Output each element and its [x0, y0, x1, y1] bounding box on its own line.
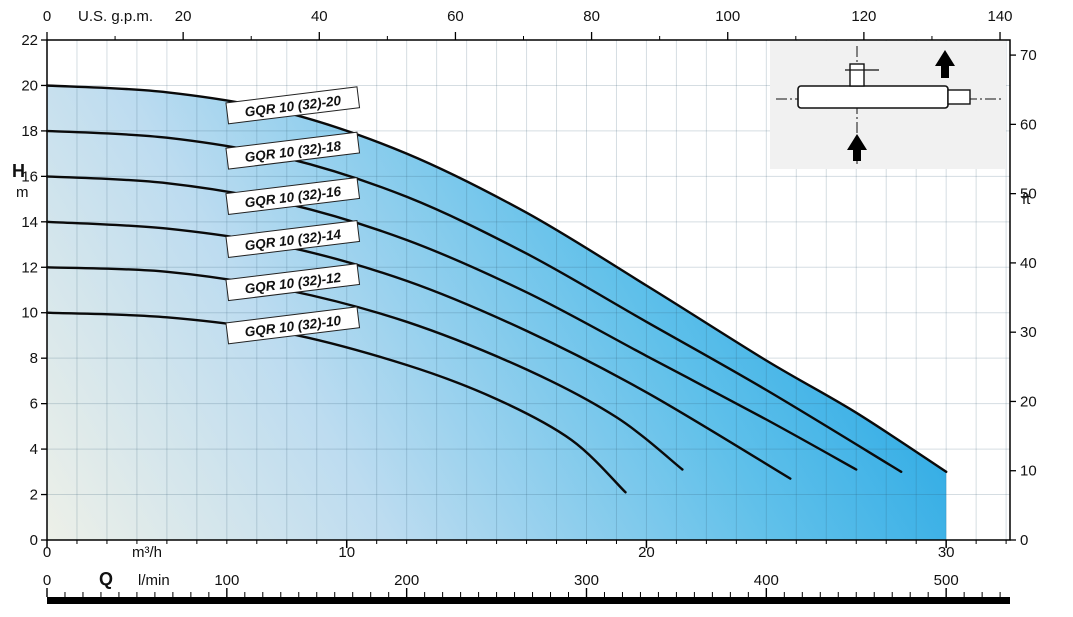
curve-label-box: [225, 219, 361, 259]
tick-label-ft: 0: [1020, 532, 1028, 549]
pump-schematic-inset: [770, 41, 1006, 169]
bottom-axis-unit-lmin: l/min: [138, 572, 170, 589]
tick-label-h: 22: [21, 32, 38, 49]
tick-label-h: 0: [30, 532, 38, 549]
pump-body: [797, 85, 949, 109]
tick-label-h: 12: [21, 259, 38, 276]
lmin-scale-bar: [47, 597, 1010, 604]
tick-label-gpm: 20: [175, 8, 192, 25]
curve-1032-12: [45, 266, 684, 471]
tick-label-lmin: 200: [394, 572, 419, 589]
tick-label-gpm: 100: [715, 8, 740, 25]
tick-label-h: 2: [30, 487, 38, 504]
curve-1032-16: [45, 175, 858, 471]
axes: 0 20 40 60 80 100 120 1402220181614121086420706…: [21, 8, 1037, 604]
curve-1032-18: [45, 129, 903, 473]
tick-label-h: 14: [21, 214, 38, 231]
tick-label-lmin: 100: [214, 572, 239, 589]
tick-label-ft: 60: [1020, 116, 1037, 133]
tick-label-lmin: 500: [934, 572, 959, 589]
flow-axis-label: Q: [99, 569, 113, 589]
plot-border: [46, 39, 1011, 541]
curve-1032-10: [45, 311, 627, 494]
tick-label-gpm: 80: [583, 8, 600, 25]
tick-label-h: 16: [21, 168, 38, 185]
tick-label-h: 6: [30, 396, 38, 413]
tick-label-h: 18: [21, 123, 38, 140]
left-axis-label: H: [12, 161, 25, 181]
tick-label-gpm: 120: [851, 8, 876, 25]
tick-label-ft: 40: [1020, 255, 1037, 272]
tick-label-h: 20: [21, 77, 38, 94]
top-axis-unit: U.S. g.p.m.: [78, 8, 153, 25]
pump-outlet: [947, 89, 971, 105]
pump-discharge-pipe: [849, 63, 865, 87]
tick-label-ft: 30: [1020, 324, 1037, 341]
tick-label-gpm: 140: [988, 8, 1013, 25]
tick-label-h: 8: [30, 350, 38, 367]
curve-1032-14: [45, 220, 792, 480]
pump-curves: [45, 84, 948, 494]
curve-label-group: GQR 10 (32)-14: [225, 219, 361, 259]
right-axis-unit: ft: [1022, 191, 1031, 208]
curve-1032-20: [45, 84, 948, 473]
tick-label-m3h: 20: [638, 544, 655, 561]
curve-label-box: [225, 176, 361, 216]
tick-label-gpm: 40: [311, 8, 328, 25]
tick-label-m3h: 0: [43, 544, 51, 561]
tick-label-m3h: 30: [938, 544, 955, 561]
tick-label-lmin: 300: [574, 572, 599, 589]
left-axis-unit: m: [16, 184, 29, 201]
flow-arrow-up-stem: [941, 66, 949, 78]
tick-label-ft: 50: [1020, 186, 1037, 203]
tick-label-lmin: 0: [43, 572, 51, 589]
curve-label-box: [225, 306, 361, 345]
grid: [47, 40, 1010, 540]
tick-label-ft: 70: [1020, 47, 1037, 64]
flow-arrow-inlet-icon: [847, 134, 867, 150]
curve-label-group: GQR 10 (32)-18: [225, 131, 361, 170]
curve-label-box: [225, 263, 361, 302]
tick-label-ft: 10: [1020, 463, 1037, 480]
curve-label-box: [225, 86, 361, 125]
flow-arrow-inlet-stem: [853, 150, 861, 161]
flow-arrow-up-icon: [935, 50, 955, 66]
bottom-axis-unit-m3h: m³/h: [132, 544, 162, 561]
curve-label-box: [225, 131, 361, 170]
tick-label-gpm: 0: [43, 8, 51, 25]
tick-label-m3h: 10: [338, 544, 355, 561]
tick-label-h: 10: [21, 305, 38, 322]
tick-label-lmin: 400: [754, 572, 779, 589]
tick-label-gpm: 60: [447, 8, 464, 25]
tick-label-h: 4: [30, 441, 38, 458]
tick-label-ft: 20: [1020, 393, 1037, 410]
